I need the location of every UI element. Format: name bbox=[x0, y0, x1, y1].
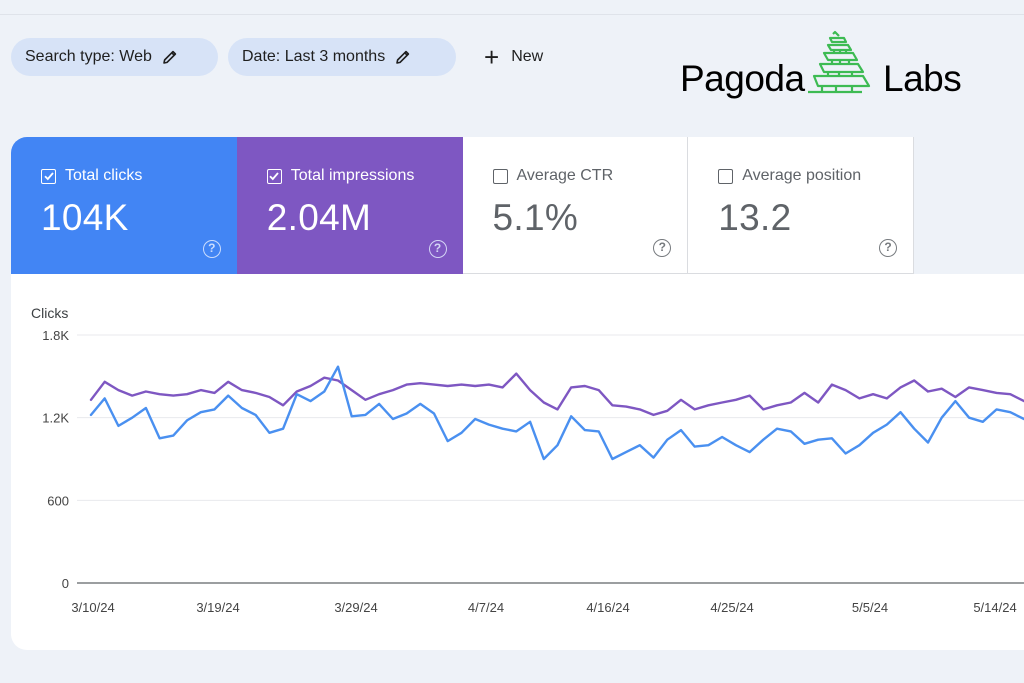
average-ctr-label: Average CTR bbox=[516, 167, 614, 184]
x-tick-label: 3/10/24 bbox=[71, 600, 114, 615]
y-tick-label: 1.2K bbox=[42, 411, 69, 426]
x-tick-label: 3/19/24 bbox=[196, 600, 239, 615]
average-ctr-value: 5.1% bbox=[492, 197, 579, 238]
x-tick-label: 4/7/24 bbox=[468, 600, 504, 615]
checkbox-unchecked-icon[interactable] bbox=[718, 168, 734, 184]
total-clicks-value: 104K bbox=[41, 197, 129, 238]
help-icon[interactable]: ? bbox=[879, 239, 897, 257]
performance-chart-panel: Clicks 0 600 1.2K 1.8K 3/10/24 3/19/24 3/29/24 4… bbox=[11, 274, 1024, 650]
x-tick-label: 5/5/24 bbox=[852, 600, 888, 615]
help-icon[interactable]: ? bbox=[428, 240, 447, 258]
search-type-filter-chip[interactable]: Search type: Web bbox=[11, 38, 218, 76]
total-impressions-card[interactable]: Total impressions 2.04M ? bbox=[236, 137, 463, 274]
x-tick-label: 3/29/24 bbox=[334, 600, 377, 615]
metric-cards: Total clicks 104K ? Total impressions 2.… bbox=[11, 137, 914, 274]
average-position-card[interactable]: Average position 13.2 ? bbox=[688, 137, 914, 274]
date-filter-chip[interactable]: Date: Last 3 months bbox=[228, 38, 456, 76]
average-position-label: Average position bbox=[742, 167, 862, 184]
plus-icon: + bbox=[484, 42, 500, 72]
help-icon[interactable]: ? bbox=[202, 240, 221, 258]
x-tick-label: 5/14/24 bbox=[973, 600, 1016, 615]
new-filter-label: New bbox=[511, 48, 544, 65]
total-impressions-header: Total impressions bbox=[266, 167, 463, 185]
checkbox-checked-icon[interactable] bbox=[41, 168, 56, 184]
top-divider bbox=[0, 14, 1024, 15]
logo-word-left: Pagoda bbox=[680, 58, 805, 99]
total-clicks-card[interactable]: Total clicks 104K ? bbox=[11, 137, 237, 274]
y-axis-title: Clicks bbox=[31, 305, 68, 321]
y-tick-label: 0 bbox=[62, 576, 69, 591]
average-position-value: 13.2 bbox=[718, 197, 792, 238]
checkbox-unchecked-icon[interactable] bbox=[492, 168, 508, 184]
total-impressions-value: 2.04M bbox=[266, 197, 372, 238]
y-tick-label: 1.8K bbox=[42, 328, 69, 343]
pencil-icon[interactable] bbox=[395, 49, 411, 65]
pagoda-icon bbox=[808, 30, 871, 94]
total-impressions-label: Total impressions bbox=[290, 167, 415, 184]
date-filter-label: Date: Last 3 months bbox=[242, 48, 386, 65]
clicks-series-line bbox=[89, 365, 1024, 461]
average-position-header: Average position bbox=[718, 167, 913, 185]
average-ctr-card[interactable]: Average CTR 5.1% ? bbox=[462, 137, 689, 274]
x-tick-label: 4/16/24 bbox=[586, 600, 629, 615]
impressions-series-line bbox=[89, 372, 1024, 417]
total-clicks-header: Total clicks bbox=[41, 167, 237, 185]
new-filter-button[interactable]: + New bbox=[478, 38, 549, 76]
search-type-filter-label: Search type: Web bbox=[25, 48, 152, 65]
performance-line-chart: Clicks 0 600 1.2K 1.8K 3/10/24 3/19/24 3/29/24 4… bbox=[31, 305, 1024, 615]
pagoda-labs-logo: Pagoda Labs bbox=[680, 28, 970, 108]
checkbox-checked-icon[interactable] bbox=[266, 168, 282, 184]
y-tick-label: 600 bbox=[47, 493, 69, 508]
average-ctr-header: Average CTR bbox=[492, 167, 688, 185]
logo-word-right: Labs bbox=[883, 58, 962, 99]
help-icon[interactable]: ? bbox=[653, 239, 672, 257]
x-tick-label: 4/25/24 bbox=[710, 600, 753, 615]
pencil-icon[interactable] bbox=[162, 49, 178, 65]
total-clicks-label: Total clicks bbox=[65, 167, 143, 184]
